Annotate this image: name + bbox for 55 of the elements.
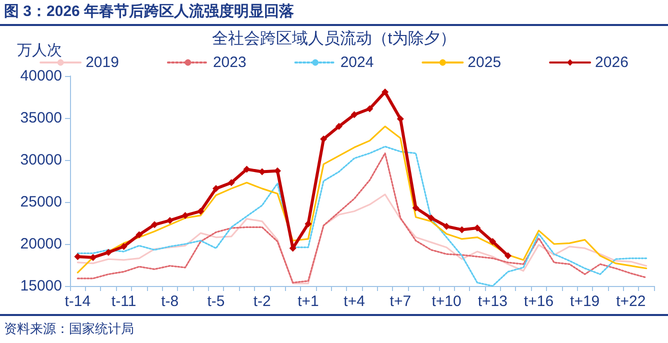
point <box>412 204 420 212</box>
point <box>151 221 158 228</box>
point <box>350 111 358 118</box>
point <box>197 208 204 215</box>
point <box>474 224 481 232</box>
legend-label: 2023 <box>212 54 246 71</box>
point <box>90 254 97 261</box>
point <box>396 115 404 122</box>
x-tick-label: t+16 <box>524 293 554 310</box>
chart-title: 图 3：2026 年春节后跨区人流强度明显回落 <box>0 0 668 26</box>
x-tick-label: t+10 <box>432 293 462 310</box>
x-tick-label: t+13 <box>478 293 508 310</box>
point <box>335 122 342 130</box>
point <box>182 212 189 219</box>
point <box>212 185 220 192</box>
point <box>458 226 466 234</box>
y-axis-title: 万人次 <box>17 42 62 59</box>
x-tick-label: t+4 <box>344 293 365 310</box>
point <box>320 136 328 142</box>
legend-label: 2019 <box>86 54 119 71</box>
point <box>443 222 450 230</box>
line-series <box>76 194 648 284</box>
point <box>366 105 374 112</box>
point <box>489 238 496 245</box>
point <box>382 88 389 96</box>
point <box>428 214 435 222</box>
x-tick-label: t-5 <box>207 293 225 310</box>
x-tick-label: t+19 <box>570 293 600 310</box>
x-tick-label: t-8 <box>161 293 179 310</box>
x-tick-label: t+1 <box>298 293 319 310</box>
point <box>228 179 235 186</box>
point <box>136 231 143 238</box>
x-tick-label: t-2 <box>253 293 271 310</box>
y-tick-label: 35000 <box>20 110 62 126</box>
point <box>243 166 250 173</box>
legend-label: 2024 <box>340 54 374 71</box>
point <box>120 243 128 250</box>
y-tick-label: 20000 <box>20 236 62 252</box>
point <box>504 252 512 260</box>
chart-subtitle: 全社会跨区域人员流动（t为除夕） <box>212 30 456 48</box>
y-tick-label: 40000 <box>20 68 62 84</box>
x-tick-label: t+7 <box>390 293 412 310</box>
x-tick-label: t+22 <box>616 293 646 310</box>
x-tick-label: t-11 <box>111 293 136 310</box>
text: 资料来源：国家统计局 <box>4 321 134 336</box>
x-tick-label: t-14 <box>64 293 91 310</box>
point <box>166 216 174 224</box>
y-tick-label: 15000 <box>20 278 62 294</box>
point <box>304 220 312 228</box>
y-tick-label: 30000 <box>20 152 62 168</box>
legend-label: 2025 <box>468 54 502 71</box>
line-series <box>76 126 648 274</box>
y-tick-label: 25000 <box>20 194 62 210</box>
point <box>104 248 112 256</box>
legend-label: 2026 <box>595 54 628 71</box>
